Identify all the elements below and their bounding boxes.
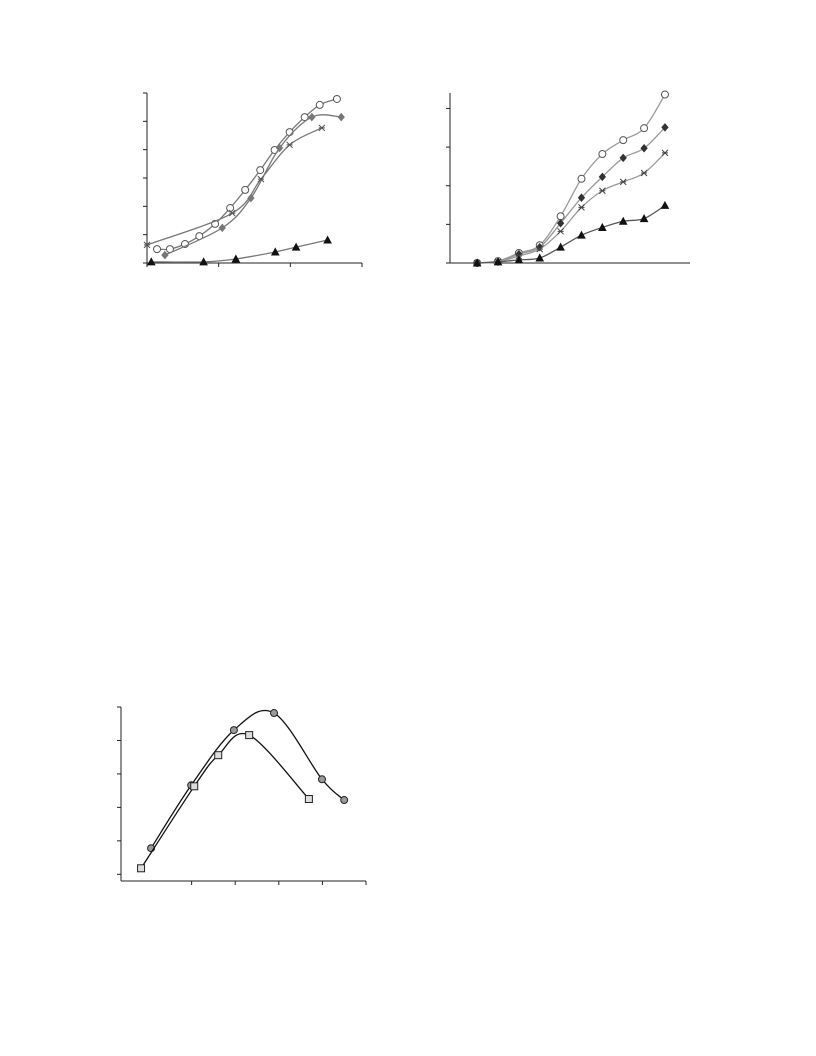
- marker: [228, 209, 236, 217]
- marker: [640, 169, 648, 177]
- marker: [286, 141, 293, 149]
- marker: [577, 174, 586, 183]
- marker: [514, 255, 524, 264]
- marker: [332, 94, 341, 103]
- fit-line: [146, 127, 323, 246]
- marker: [323, 235, 332, 244]
- marker: [661, 123, 669, 132]
- fit-line: [140, 732, 310, 869]
- marker: [660, 90, 669, 99]
- marker: [317, 775, 326, 784]
- fit-line: [477, 204, 666, 264]
- marker: [619, 178, 627, 186]
- fit-line: [477, 94, 666, 264]
- marker: [245, 731, 254, 740]
- marker: [257, 175, 265, 183]
- fit-line: [164, 114, 342, 256]
- marker: [229, 726, 238, 735]
- marker: [304, 795, 313, 804]
- marker: [153, 245, 162, 254]
- marker: [291, 242, 301, 251]
- marker: [618, 216, 628, 225]
- marker: [640, 143, 648, 153]
- marker: [256, 166, 265, 175]
- marker: [214, 751, 223, 760]
- marker: [190, 782, 199, 791]
- fit-line: [477, 152, 666, 264]
- marker: [270, 709, 279, 718]
- marker: [557, 227, 564, 235]
- marker: [337, 112, 345, 122]
- marker: [598, 187, 606, 195]
- marker: [143, 241, 151, 249]
- marker: [199, 257, 208, 266]
- marker: [640, 124, 649, 133]
- marker: [556, 242, 565, 251]
- marker: [146, 257, 156, 266]
- marker: [318, 124, 326, 132]
- chart: [446, 90, 690, 268]
- marker: [535, 253, 545, 262]
- marker: [598, 222, 607, 231]
- marker: [218, 223, 226, 233]
- marker: [577, 193, 586, 202]
- marker: [241, 185, 250, 194]
- marker: [556, 212, 565, 221]
- marker: [556, 218, 565, 228]
- marker: [231, 254, 241, 263]
- marker: [472, 258, 482, 267]
- marker: [577, 230, 586, 239]
- marker: [661, 149, 669, 157]
- marker: [619, 153, 627, 163]
- marker: [308, 112, 316, 122]
- marker: [270, 247, 280, 256]
- marker: [300, 113, 309, 122]
- marker: [598, 150, 607, 159]
- marker: [315, 100, 324, 109]
- marker: [340, 796, 349, 805]
- marker: [578, 204, 585, 211]
- marker: [619, 136, 628, 145]
- fit-line: [157, 98, 338, 251]
- fit-line: [151, 239, 328, 263]
- marker: [275, 143, 284, 153]
- chart: [143, 92, 363, 267]
- fit-line: [477, 126, 666, 264]
- chart: [117, 706, 367, 885]
- marker: [493, 257, 503, 266]
- marker: [639, 214, 649, 223]
- marker: [598, 172, 607, 182]
- marker: [536, 245, 544, 253]
- marker: [161, 250, 169, 260]
- marker: [660, 200, 670, 209]
- marker: [137, 864, 146, 873]
